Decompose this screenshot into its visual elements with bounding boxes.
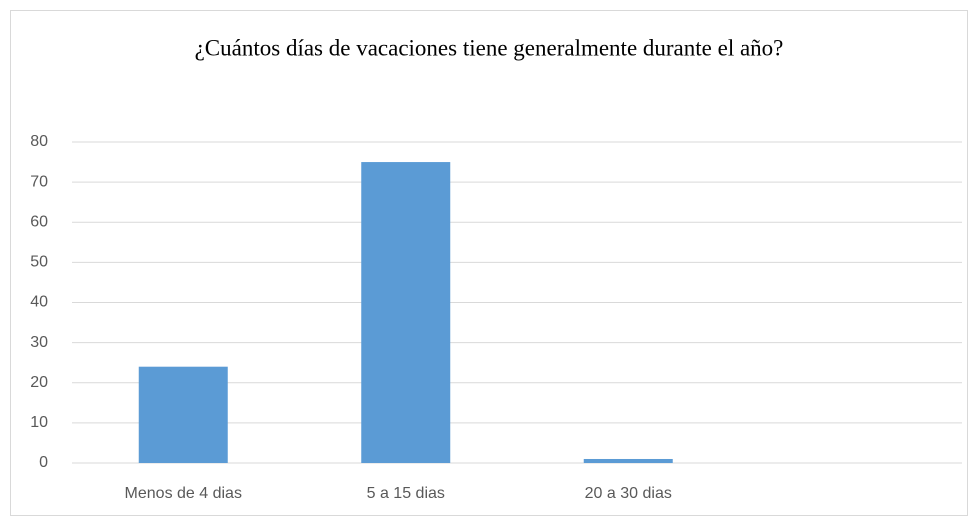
bar [361,162,451,463]
x-tick-label: 20 a 30 dias [585,485,672,502]
bar [138,366,228,463]
chart-title: ¿Cuántos días de vacaciones tiene genera… [195,35,784,60]
x-tick-label: 5 a 15 dias [367,485,445,502]
y-tick-label: 20 [30,374,48,391]
y-tick-label: 10 [30,414,48,431]
y-tick-label: 70 [30,173,48,190]
y-tick-label: 50 [30,254,48,271]
y-tick-label: 0 [39,454,48,471]
x-tick-label: Menos de 4 dias [125,485,242,502]
y-tick-label: 60 [30,213,48,230]
bar [583,458,673,463]
y-tick-label: 80 [30,133,48,150]
y-tick-label: 30 [30,334,48,351]
y-tick-label: 40 [30,294,48,311]
